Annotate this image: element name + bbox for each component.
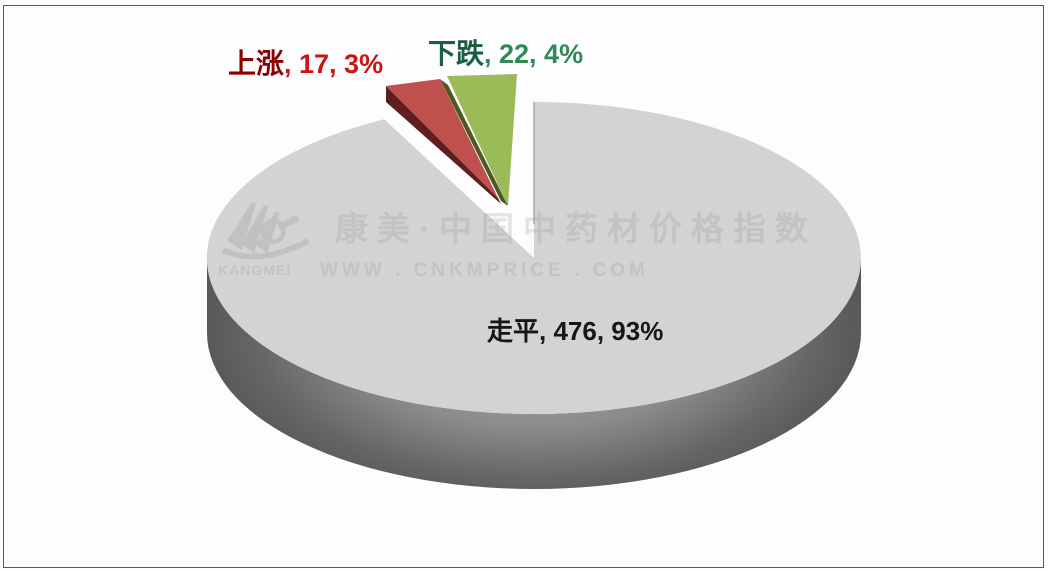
svg-text:下跌, 22, 4%: 下跌, 22, 4% xyxy=(428,38,583,69)
svg-text:上涨, 17, 3%: 上涨, 17, 3% xyxy=(228,48,383,79)
svg-text:走平, 476, 93%: 走平, 476, 93% xyxy=(487,316,663,346)
svg-text:WWW . CNKMPRICE . COM: WWW . CNKMPRICE . COM xyxy=(320,260,649,281)
svg-text:康美·中国中药材价格指数: 康美·中国中药材价格指数 xyxy=(335,210,817,247)
svg-text:KANGMEI: KANGMEI xyxy=(218,262,291,278)
